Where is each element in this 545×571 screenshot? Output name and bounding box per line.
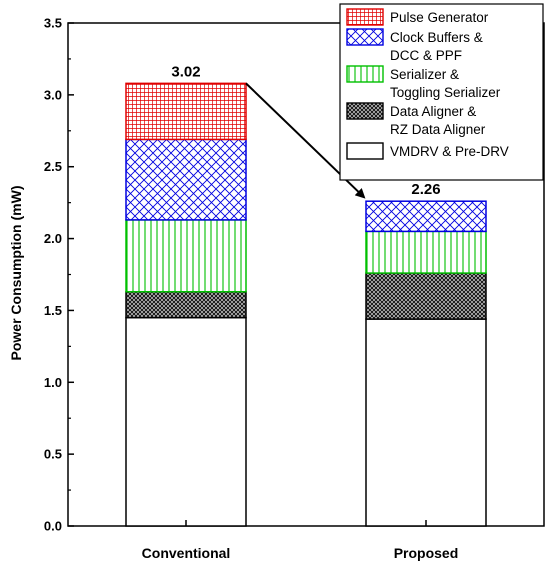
legend-label: Serializer & [390,67,459,82]
y-axis-title: Power Consumption (mW) [8,186,24,361]
bar-stack-conventional [125,82,247,527]
bar-segment [125,138,247,221]
legend-label: VMDRV & Pre-DRV [390,144,509,159]
legend-label: Toggling Serializer [390,85,501,100]
y-tick-label: 0.5 [44,447,62,462]
legend-swatch [346,8,384,26]
legend-item: Serializer & Toggling Serializer [346,65,501,100]
legend-item: Pulse Generator [346,8,489,26]
bar-stacks [125,82,487,527]
x-category-label: Proposed [394,545,459,561]
legend-swatch [346,142,384,160]
total-labels: 3.02 2.26 [171,63,440,198]
legend-item: Data Aligner & RZ Data Aligner [346,102,486,137]
bar-segment [365,200,487,233]
y-tick-label: 0.0 [44,519,62,534]
x-category-label: Conventional [142,545,231,561]
bar-segment [125,219,247,293]
bar-segment [365,272,487,320]
bar-segment [365,230,487,274]
legend-item: VMDRV & Pre-DRV [346,142,509,160]
total-value-label: 3.02 [171,63,200,80]
legend-swatch [346,28,384,46]
y-tick-label: 3.5 [44,16,62,31]
legend: Pulse Generator Clock Buffers & DCC & PPF S… [339,3,544,181]
y-tick-label: 1.5 [44,303,62,318]
legend-label: RZ Data Aligner [390,122,486,137]
y-tick-label: 3.0 [44,87,62,102]
bar-stack-proposed [365,200,487,527]
legend-label: Pulse Generator [390,10,489,25]
legend-label: DCC & PPF [390,48,462,63]
total-value-label: 2.26 [411,181,440,198]
bar-segment [125,82,247,141]
bar-segment [365,318,487,527]
y-tick-label: 2.5 [44,159,62,174]
x-axis: Conventional Proposed [142,520,459,561]
bar-segment [125,316,247,527]
y-tick-label: 1.0 [44,375,62,390]
legend-label: Clock Buffers & [390,30,483,45]
legend-swatch [346,102,384,120]
y-axis: 0.0 0.5 1.0 1.5 2.0 2.5 3.0 3.5 [44,16,74,534]
legend-swatch [346,65,384,83]
legend-item: Clock Buffers & DCC & PPF [346,28,483,63]
y-tick-label: 2.0 [44,231,62,246]
legend-label: Data Aligner & [390,104,476,119]
bar-segment [125,290,247,319]
